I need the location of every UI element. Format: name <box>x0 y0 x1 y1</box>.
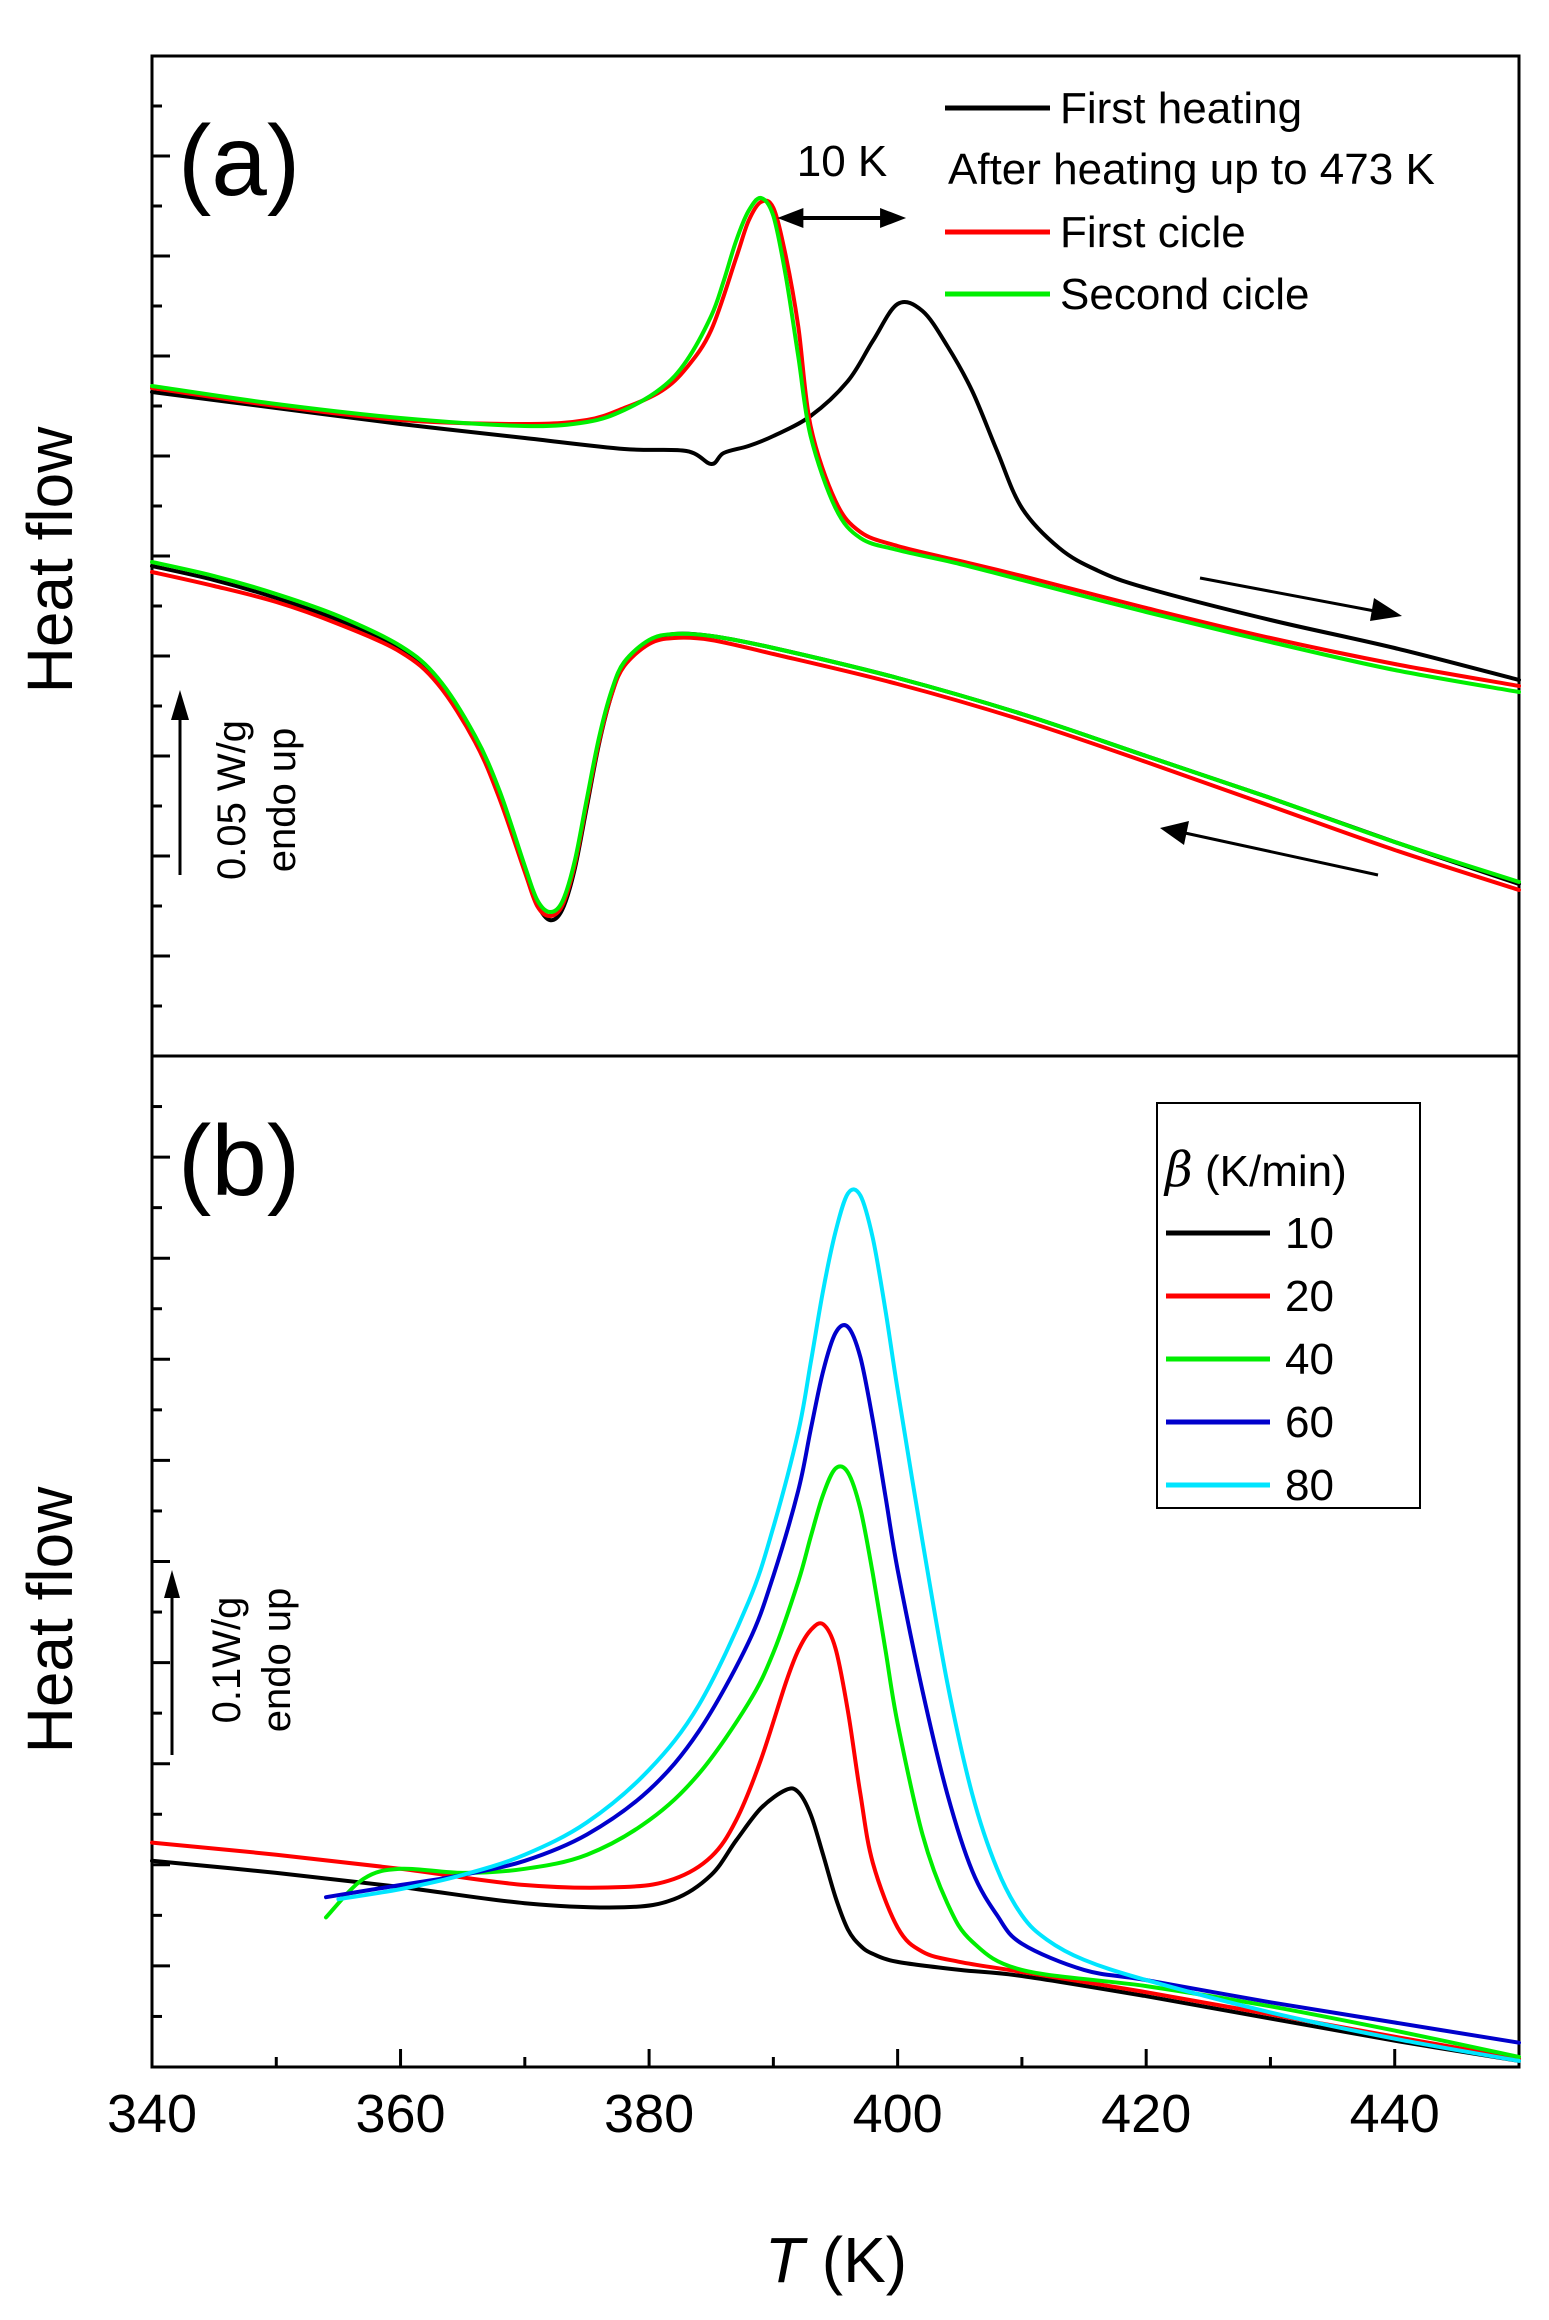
panel-b-x-ticks: 340 360 380 400 420 440 <box>107 2049 1521 2144</box>
series-a-first-cicle-heating <box>150 198 1521 688</box>
panel-a-legend: First heating After heating up to 473 K … <box>945 84 1435 319</box>
scale-bar-a-note: endo up <box>260 728 304 873</box>
panel-b: 340 360 380 400 420 440 (b) Heat flow β (K/mi… <box>14 1054 1521 2296</box>
scale-bar-b-note: endo up <box>255 1588 299 1733</box>
legend-a-subtitle: After heating up to 473 K <box>948 145 1435 194</box>
x-tick-label-380: 380 <box>604 2084 694 2144</box>
scale-bar-a-value: 0.05 W/g <box>210 720 254 880</box>
panel-b-label: (b) <box>178 1105 300 1217</box>
panel-b-legend: β (K/min) 10 20 40 60 80 <box>1156 1102 1421 1510</box>
heating-direction-arrow <box>1199 576 1402 621</box>
panel-b-series <box>150 1187 1521 2063</box>
cooling-direction-arrow <box>1160 821 1379 877</box>
series-a-second-cicle-heating <box>150 195 1521 694</box>
legend-b-title-unit: (K/min) <box>1193 1147 1347 1196</box>
panel-a-label: (a) <box>178 105 300 217</box>
legend-a-label-first-heating: First heating <box>1060 84 1302 133</box>
legend-b-label-40: 40 <box>1285 1335 1334 1384</box>
panel-b-scale-bar: 0.1W/g endo up <box>164 1570 299 1755</box>
panel-a-scale-bar: 0.05 W/g endo up <box>171 690 304 880</box>
x-tick-label-360: 360 <box>355 2084 445 2144</box>
panel-b-y-ticks <box>152 1105 170 2018</box>
series-b-80 <box>336 1187 1521 2063</box>
x-axis-label-unit: (K) <box>804 2224 907 2296</box>
panel-b-y-axis-label: Heat flow <box>14 1486 86 1754</box>
legend-b-label-60: 60 <box>1285 1398 1334 1447</box>
scale-bar-b-arrowhead <box>164 1570 180 1598</box>
series-b-10 <box>150 1786 1521 2063</box>
peak-shift-label: 10 K <box>797 137 888 186</box>
legend-b-label-20: 20 <box>1285 1272 1334 1321</box>
x-tick-label-420: 420 <box>1101 2084 1191 2144</box>
x-tick-label-340: 340 <box>107 2084 197 2144</box>
series-b-40 <box>324 1464 1521 2059</box>
legend-b-label-80: 80 <box>1285 1461 1334 1510</box>
peak-shift-arrowhead-right <box>880 208 907 228</box>
scale-bar-a-arrowhead <box>171 690 189 720</box>
series-a-first-heating-heating <box>150 300 1521 682</box>
x-axis-label: T (K) <box>765 2224 907 2296</box>
peak-shift-annotation: 10 K <box>777 137 907 228</box>
series-b-60 <box>324 1323 1521 2045</box>
legend-a-label-first-cicle: First cicle <box>1060 208 1246 257</box>
legend-a-label-second-cicle: Second cicle <box>1060 270 1309 319</box>
panel-a-y-ticks <box>152 104 170 1008</box>
series-a-second-cicle-cooling <box>150 560 1521 915</box>
legend-b-title: β (K/min) <box>1163 1142 1347 1198</box>
legend-b-title-symbol: β <box>1163 1142 1193 1198</box>
x-tick-label-440: 440 <box>1350 2084 1440 2144</box>
series-a-first-heating-cooling <box>150 564 1521 923</box>
panel-a: (a) Heat flow 10 K First heating After h… <box>14 54 1521 1058</box>
peak-shift-arrowhead-left <box>777 208 804 228</box>
series-b-20 <box>150 1621 1521 2061</box>
legend-b-label-10: 10 <box>1285 1209 1334 1258</box>
panel-a-y-axis-label: Heat flow <box>14 426 86 694</box>
panel-a-series <box>150 195 1521 923</box>
x-axis-label-symbol: T <box>765 2224 808 2296</box>
scale-bar-b-value: 0.1W/g <box>205 1597 249 1724</box>
legend-b-frame <box>1156 1102 1421 1509</box>
panel-a-frame <box>150 54 1521 1058</box>
x-tick-label-400: 400 <box>853 2084 943 2144</box>
